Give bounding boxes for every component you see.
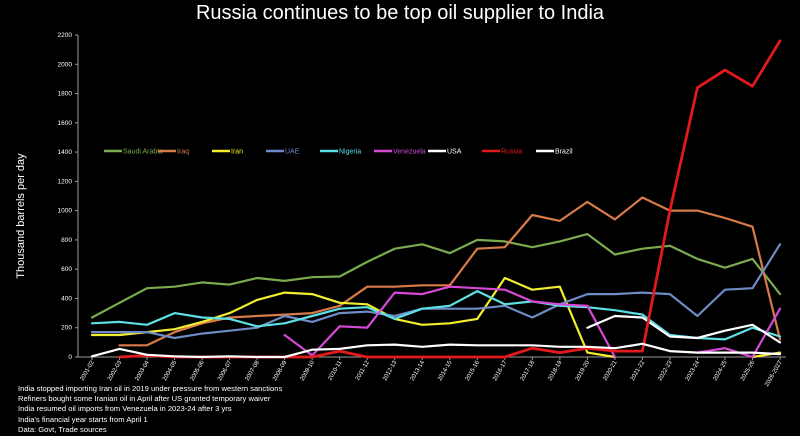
x-tick-label: 2023-24 bbox=[685, 359, 702, 382]
chart-title: Russia continues to be top oil supplier … bbox=[195, 2, 605, 24]
footnote: Data: Govt, Trade sources bbox=[18, 424, 107, 434]
y-tick-label: 400 bbox=[61, 295, 72, 302]
legend-label-brazil: Brazil bbox=[555, 149, 573, 156]
series-lines bbox=[90, 39, 782, 359]
y-tick-label: 1600 bbox=[58, 120, 73, 127]
legend: Saudi Arabia Iraq Iran UAE Nigeria Venezuela U… bbox=[104, 149, 573, 156]
footnote: India's financial year starts from April… bbox=[18, 414, 148, 424]
y-tick-label: 1400 bbox=[58, 149, 73, 156]
x-tick-label: 2006-07 bbox=[217, 359, 234, 382]
x-tick-label: 2005-06 bbox=[190, 359, 207, 382]
series-line-saudi-arabia bbox=[90, 233, 782, 319]
x-tick-label: 2007-08 bbox=[245, 359, 262, 382]
x-tick-label: 2016-17 bbox=[492, 359, 509, 382]
legend-label-iraq: Iraq bbox=[177, 149, 189, 156]
x-tick-label: 2003-04 bbox=[135, 359, 152, 382]
series-line-uae bbox=[90, 243, 782, 340]
x-tick-label: 2017-18 bbox=[520, 359, 537, 382]
footnote: India stopped importing Iran oil in 2019… bbox=[18, 384, 283, 393]
y-tick-label: 600 bbox=[61, 266, 72, 273]
legend-label-saudi-arabia: Saudi Arabia bbox=[123, 149, 163, 156]
y-tick-label: 0 bbox=[68, 354, 72, 361]
y-tick-label: 1200 bbox=[58, 178, 73, 185]
footnotes: India stopped importing Iran oil in 2019… bbox=[18, 384, 282, 435]
x-tick-label: 2009-10 bbox=[300, 359, 317, 382]
footnote: Refiners bought some Iranian oil in Apri… bbox=[18, 394, 271, 404]
footnote: India resumed oil imports from Venezuela… bbox=[18, 404, 232, 414]
x-tick-label: 2004-05 bbox=[162, 359, 179, 382]
x-tick-label: 2008-09 bbox=[272, 359, 289, 382]
x-tick-label: 2011-12 bbox=[355, 359, 371, 381]
x-tick-label: 2013-14 bbox=[410, 359, 427, 382]
x-tick-label: 2015-16 bbox=[465, 359, 482, 382]
legend-label-uae: UAE bbox=[285, 149, 300, 156]
x-tick-label: 2018-19 bbox=[547, 359, 564, 382]
legend-label-russia: Russia bbox=[501, 149, 523, 156]
y-tick-label: 800 bbox=[61, 237, 72, 244]
series-line-brazil bbox=[90, 342, 782, 359]
x-tick-label: 2012-13 bbox=[382, 359, 399, 382]
x-tick-label: 2025-26 bbox=[740, 359, 757, 382]
x-tick-label: 2020-21 bbox=[602, 359, 619, 382]
y-tick-label: 2000 bbox=[58, 61, 73, 68]
legend-label-iran: Iran bbox=[231, 149, 243, 156]
x-tick-label: 2014-15 bbox=[437, 359, 454, 382]
y-tick-label: 200 bbox=[61, 325, 72, 332]
x-tick-label: 2002-03 bbox=[107, 359, 124, 382]
legend-label-nigeria: Nigeria bbox=[339, 149, 361, 156]
y-tick-label: 1000 bbox=[58, 208, 73, 215]
series-line-nigeria bbox=[90, 290, 782, 341]
x-tick-label: 2021-22 bbox=[630, 359, 647, 382]
y-tick-label: 2200 bbox=[58, 32, 73, 39]
x-tick-label: 2001-02 bbox=[80, 359, 97, 382]
x-tick-label: 2022-23 bbox=[657, 359, 674, 382]
legend-label-venezuela: Venezuela bbox=[393, 149, 426, 156]
series-line-usa bbox=[586, 314, 782, 344]
y-tick-label: 1800 bbox=[58, 91, 73, 98]
legend-label-usa: USA bbox=[447, 149, 462, 156]
x-tick-label: 2019-20 bbox=[575, 359, 592, 382]
x-tick-label: 2010-11 bbox=[327, 359, 343, 381]
x-tick-label: 2026-2027 bbox=[764, 359, 784, 387]
x-tick-label: 2024-25 bbox=[712, 359, 729, 382]
